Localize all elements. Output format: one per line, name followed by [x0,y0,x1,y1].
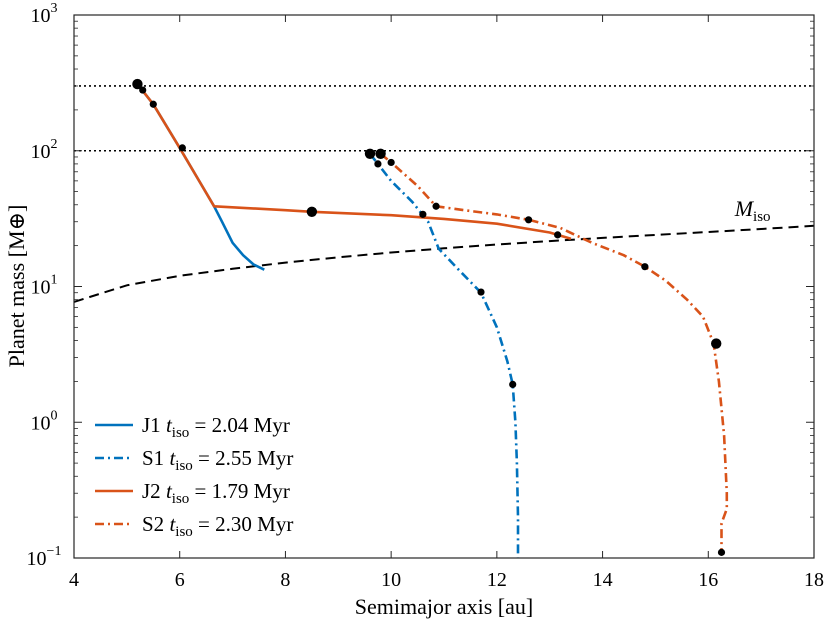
isolation-mass-label-subscript: iso [753,209,771,225]
marker-s2-small-7 [419,210,427,218]
series-line-j2 [136,83,572,240]
marker-s1-small-3 [509,380,517,389]
y-tick-label-exponent-1: 0 [51,408,58,423]
marker-j2-big-1 [132,78,143,90]
marker-s2-big-1 [375,148,386,159]
legend-series-name: S1 [142,446,169,470]
legend-t-symbol: t [166,413,173,437]
marker-s2-small-4 [554,231,562,239]
y-tick-label-exponent-0: −1 [47,544,62,559]
y-tick-label-0: 10−1 [27,544,62,570]
y-tick-label-exponent-2: 1 [51,273,58,288]
legend-t-value: = 2.55 [193,446,257,470]
marker-s2-big-2 [711,338,722,349]
x-tick-label-8: 8 [280,569,290,591]
markers-group [132,78,726,556]
marker-s2-small-6 [717,548,726,556]
y-tick-label-3: 102 [31,137,58,163]
legend-t-subscript: iso [175,458,193,474]
y-tick-label-2: 101 [31,273,58,299]
y-tick-label-1: 100 [31,408,58,434]
x-tick-label-6: 6 [175,569,185,591]
isolation-mass-curve [73,224,815,303]
marker-s2-small-2 [432,202,440,210]
legend-unit: Myr [257,446,293,470]
legend-label-j2: J2 tiso = 1.79 Myr [142,479,290,507]
legend-t-subscript: iso [172,425,190,441]
legend-label-s2: S2 tiso = 2.30 Myr [142,512,293,540]
legend-series-name: J1 [142,413,166,437]
marker-s1-small-1 [374,160,382,168]
legend-t-value: = 1.79 [189,479,253,503]
legend-t-value: = 2.04 [189,413,253,437]
marker-s2-small-1 [387,158,395,167]
legend-t-symbol: t [169,512,176,536]
legend-label-s1: S1 tiso = 2.55 Myr [142,446,293,474]
legend-series-name: S2 [142,512,169,536]
legend-t-subscript: iso [175,524,193,540]
marker-s1-small-2 [477,288,485,296]
x-tick-label-10: 10 [381,569,401,591]
x-tick-label-14: 14 [593,569,613,591]
marker-j2-big-2 [306,206,318,218]
marker-j2-small-3 [178,144,186,152]
legend-unit: Myr [257,512,293,536]
legend-t-subscript: iso [172,491,190,507]
legend-unit: Myr [254,413,290,437]
marker-j2-small-2 [149,100,157,108]
x-axis-label: Semimajor axis [au] [355,594,533,619]
plot-area [74,15,814,558]
y-tick-label-exponent-3: 2 [51,137,58,152]
legend-t-symbol: t [169,446,176,470]
x-tick-label-12: 12 [487,569,507,591]
marker-s2-small-3 [524,216,533,224]
legend-series-name: J2 [142,479,166,503]
reference-lines [74,85,814,152]
y-axis-label: Planet mass [M⊕] [4,205,29,368]
series-line-s2 [379,152,729,553]
y-tick-label-4: 103 [31,1,58,27]
legend-t-value: = 2.30 [193,512,257,536]
isolation-curve-group: Miso [73,196,815,303]
y-tick-label-exponent-4: 3 [51,1,58,16]
legend-unit: Myr [254,479,290,503]
x-tick-label-18: 18 [804,569,824,591]
legend-t-symbol: t [166,479,173,503]
marker-s2-small-5 [641,263,649,271]
x-tick-label-16: 16 [698,569,718,591]
marker-j2-small-1 [139,86,147,94]
legend-label-j1: J1 tiso = 2.04 Myr [142,413,290,441]
marker-s1-big-1 [364,148,376,159]
x-tick-label-4: 4 [69,569,79,591]
